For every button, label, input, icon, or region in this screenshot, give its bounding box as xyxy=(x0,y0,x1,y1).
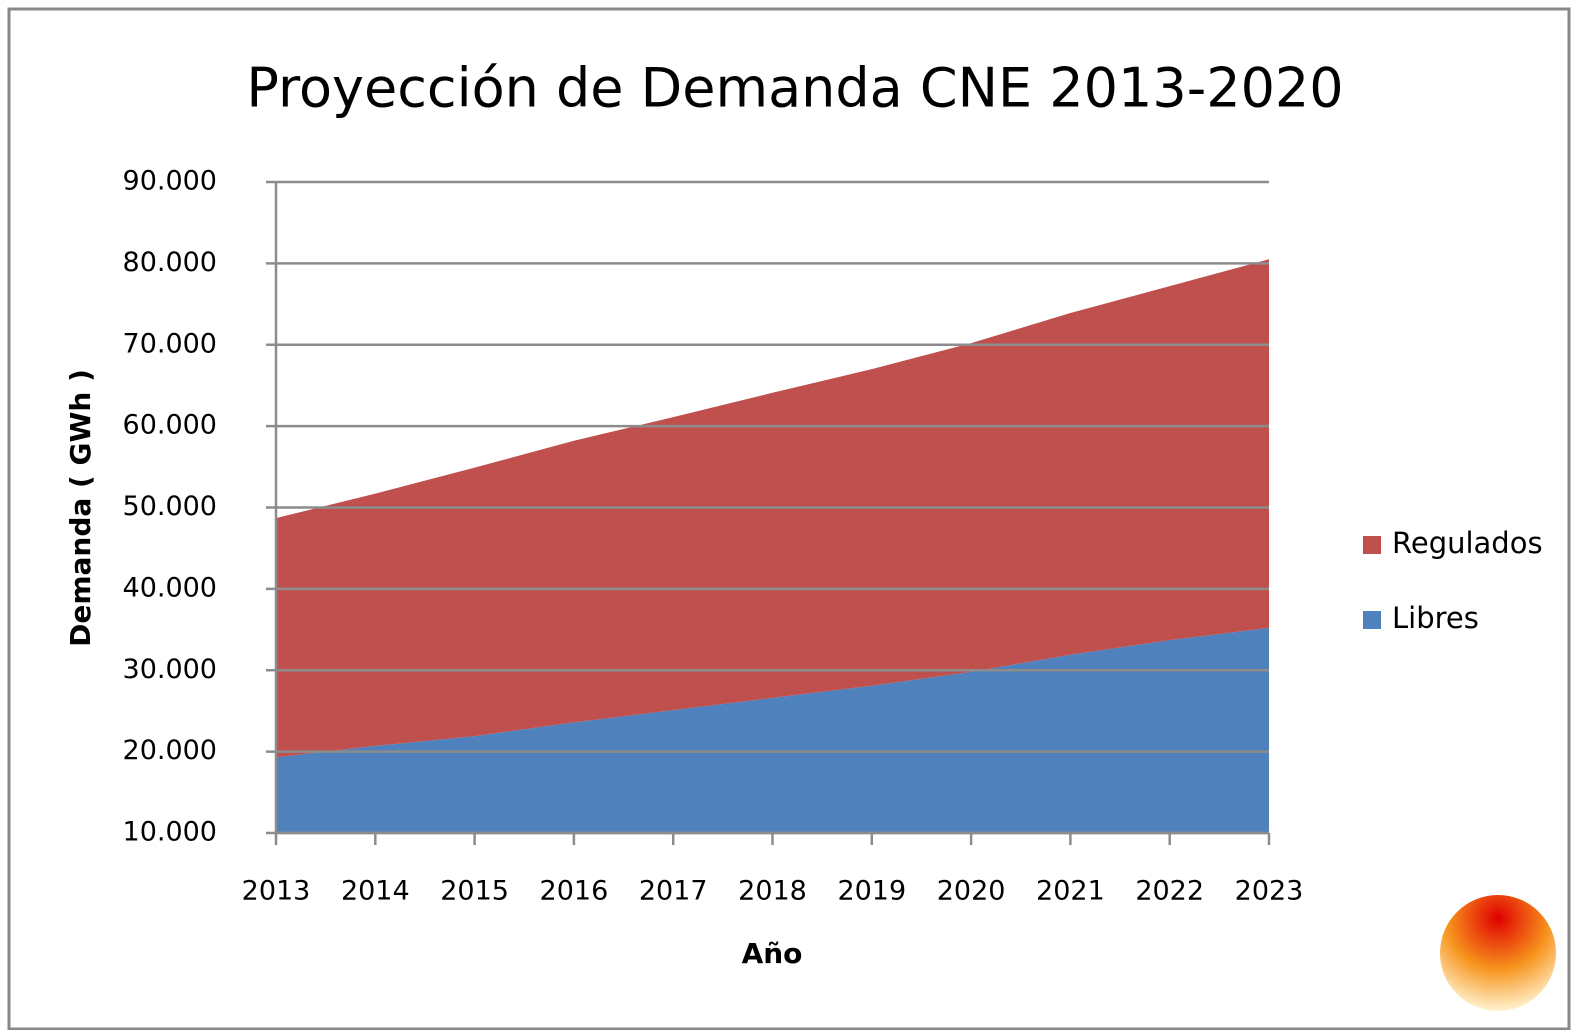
legend-label: Libres xyxy=(1392,601,1479,635)
x-tick-label: 2018 xyxy=(738,876,807,907)
decoration xyxy=(1440,895,1556,1011)
y-tick-label: 30.000 xyxy=(123,654,217,685)
x-tick-label: 2014 xyxy=(341,876,410,907)
x-tick-label: 2020 xyxy=(937,876,1006,907)
y-tick-label: 50.000 xyxy=(123,491,217,522)
x-tick-label: 2016 xyxy=(540,876,609,907)
x-tick-label: 2021 xyxy=(1036,876,1105,907)
y-axis-label: Demanda ( GWh ) xyxy=(64,369,97,647)
x-tick-label: 2019 xyxy=(837,876,906,907)
x-tick-label: 2013 xyxy=(242,876,311,907)
y-tick-label: 40.000 xyxy=(123,572,217,603)
x-tick-label: 2015 xyxy=(440,876,509,907)
y-tick-label: 10.000 xyxy=(123,817,217,848)
y-tick-label: 60.000 xyxy=(123,410,217,441)
y-tick-label: 20.000 xyxy=(123,735,217,766)
y-tick-label: 70.000 xyxy=(123,328,217,359)
legend-swatch xyxy=(1363,611,1381,629)
chart-title: Proyección de Demanda CNE 2013-2020 xyxy=(246,57,1343,120)
x-tick-label: 2017 xyxy=(639,876,708,907)
x-tick-label: 2023 xyxy=(1235,876,1304,907)
legend-swatch xyxy=(1363,536,1381,554)
y-tick-label: 90.000 xyxy=(123,166,217,197)
y-tick-label: 80.000 xyxy=(123,247,217,278)
x-tick-label: 2022 xyxy=(1135,876,1204,907)
x-axis-label: Año xyxy=(742,937,803,970)
legend-label: Regulados xyxy=(1392,526,1543,560)
area xyxy=(276,627,1269,833)
